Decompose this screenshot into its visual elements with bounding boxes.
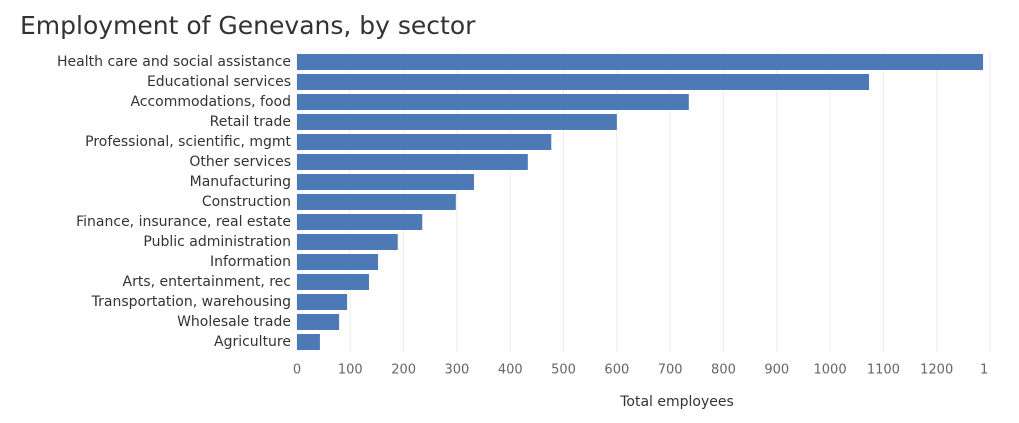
y-tick-label: Information	[210, 254, 291, 270]
y-tick-label: Transportation, warehousing	[91, 294, 291, 310]
x-tick-label: 1200	[920, 363, 953, 378]
x-tick-label: 1100	[867, 363, 900, 378]
x-axis-label: Total employees	[619, 394, 734, 410]
chart-title: Employment of Genevans, by sector	[20, 11, 476, 40]
y-tick-label: Professional, scientific, mgmt	[85, 134, 291, 150]
x-tick-label: 100	[338, 363, 363, 378]
bar	[297, 154, 528, 170]
bar	[297, 294, 348, 310]
y-tick-label: Arts, entertainment, rec	[123, 274, 291, 290]
y-tick-label: Finance, insurance, real estate	[76, 214, 291, 230]
x-tick-label: 300	[445, 363, 470, 378]
bar	[297, 234, 398, 250]
bar	[297, 114, 617, 130]
bar	[297, 134, 552, 150]
x-tick-label: 1000	[814, 363, 847, 378]
y-tick-label: Construction	[202, 194, 291, 210]
bar	[297, 274, 369, 290]
y-tick-label: Public administration	[143, 234, 291, 250]
x-tick-label: 800	[711, 363, 736, 378]
bar	[297, 94, 689, 110]
x-tick-label: 600	[604, 363, 629, 378]
bar	[297, 174, 474, 190]
y-tick-label: Retail trade	[210, 114, 291, 130]
y-tick-label: Agriculture	[214, 334, 291, 350]
y-tick-label: Accommodations, food	[130, 94, 291, 110]
x-tick-label: 700	[658, 363, 683, 378]
bar	[297, 74, 869, 90]
bar	[297, 194, 456, 210]
y-tick-label: Educational services	[147, 74, 291, 90]
x-tick-label: 500	[551, 363, 576, 378]
x-tick-label: 900	[764, 363, 789, 378]
x-tick-label: 200	[391, 363, 416, 378]
bar	[297, 334, 320, 350]
bar	[297, 254, 379, 270]
x-tick-label: 0	[293, 363, 301, 378]
y-tick-label: Other services	[189, 154, 291, 170]
x-tick-label: 400	[498, 363, 523, 378]
y-tick-label: Wholesale trade	[177, 314, 291, 330]
bar	[297, 214, 423, 230]
bar	[297, 54, 984, 70]
y-tick-label: Manufacturing	[190, 174, 291, 190]
y-tick-label: Health care and social assistance	[57, 54, 291, 70]
x-tick-label: 1	[980, 363, 988, 378]
bar	[297, 314, 340, 330]
